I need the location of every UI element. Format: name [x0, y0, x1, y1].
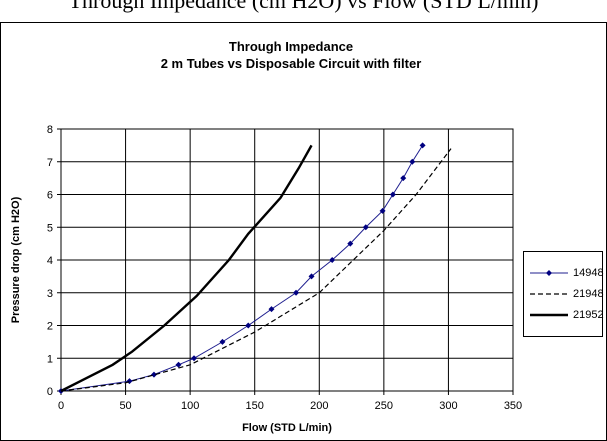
chart-area: Through Impedance 2 m Tubes vs Disposabl…	[0, 22, 607, 441]
ticks: 0 1 2 3 4 5 6 7 8 0 50 100 150 200 250 300 350	[47, 124, 522, 412]
y-tick-label: 3	[47, 288, 53, 300]
legend-swatch	[530, 270, 568, 276]
cropped-header-text: Through Impedance (cm H2O) vs Flow (STD …	[0, 0, 607, 20]
series-point-14948	[175, 361, 182, 368]
x-tick-label: 250	[375, 400, 393, 412]
series-point-14948	[126, 378, 133, 385]
series-point-14948	[379, 207, 386, 214]
legend-label: 14948	[573, 267, 604, 279]
series-point-14948	[362, 224, 369, 231]
y-tick-label: 0	[47, 386, 53, 398]
x-tick-label: 100	[181, 400, 199, 412]
series-point-14948	[400, 175, 407, 182]
y-tick-label: 2	[47, 321, 53, 333]
y-tick-label: 4	[47, 255, 53, 267]
legend-item-14948: 14948	[528, 266, 604, 280]
legend-label: 21948	[573, 288, 604, 300]
x-tick-label: 300	[439, 400, 457, 412]
series-point-14948	[293, 289, 300, 296]
series-line-14948	[60, 145, 424, 392]
y-tick-label: 8	[47, 124, 53, 136]
legend: 14948 21948 21952	[523, 251, 604, 337]
chart-subtitle: 2 m Tubes vs Disposable Circuit with fil…	[161, 56, 422, 71]
series-line-21948	[60, 148, 452, 392]
series-point-14948	[191, 355, 198, 362]
y-axis-title: Pressure drop (cm H2O)	[10, 196, 22, 323]
x-tick-label: 150	[246, 400, 264, 412]
legend-item-21948: 21948	[528, 287, 604, 301]
series-point-14948	[329, 257, 336, 263]
series-layer	[58, 142, 452, 394]
y-tick-label: 1	[47, 353, 53, 365]
series-line-21952	[60, 144, 313, 393]
series-point-14948	[419, 142, 426, 149]
y-tick-label: 5	[47, 222, 53, 234]
x-tick-label: 200	[310, 400, 328, 412]
chart-svg: Through Impedance 2 m Tubes vs Disposabl…	[10, 39, 522, 434]
x-tick-label: 350	[504, 400, 522, 412]
series-point-14948	[150, 371, 157, 378]
series-point-14948	[245, 322, 252, 329]
cropped-header-label: Through Impedance (cm H2O) vs Flow (STD …	[68, 0, 539, 13]
legend-swatch	[530, 293, 568, 295]
legend-item-21952: 21952	[528, 308, 604, 322]
chart-title: Through Impedance	[229, 39, 353, 54]
legend-marker	[546, 270, 552, 276]
x-axis-title: Flow (STD L/min)	[242, 422, 332, 434]
series-point-14948	[409, 158, 416, 165]
legend-swatch	[530, 313, 568, 317]
series-point-14948	[268, 306, 275, 313]
y-tick-label: 6	[47, 190, 53, 202]
series-point-14948	[389, 191, 396, 198]
series-point-14948	[347, 240, 354, 247]
x-tick-label: 50	[119, 400, 131, 412]
series-point-14948	[308, 273, 315, 280]
grid	[60, 128, 514, 392]
series-point-14948	[219, 338, 226, 345]
y-tick-label: 7	[47, 157, 53, 169]
legend-label: 21952	[573, 309, 604, 321]
x-tick-label: 0	[58, 400, 64, 412]
